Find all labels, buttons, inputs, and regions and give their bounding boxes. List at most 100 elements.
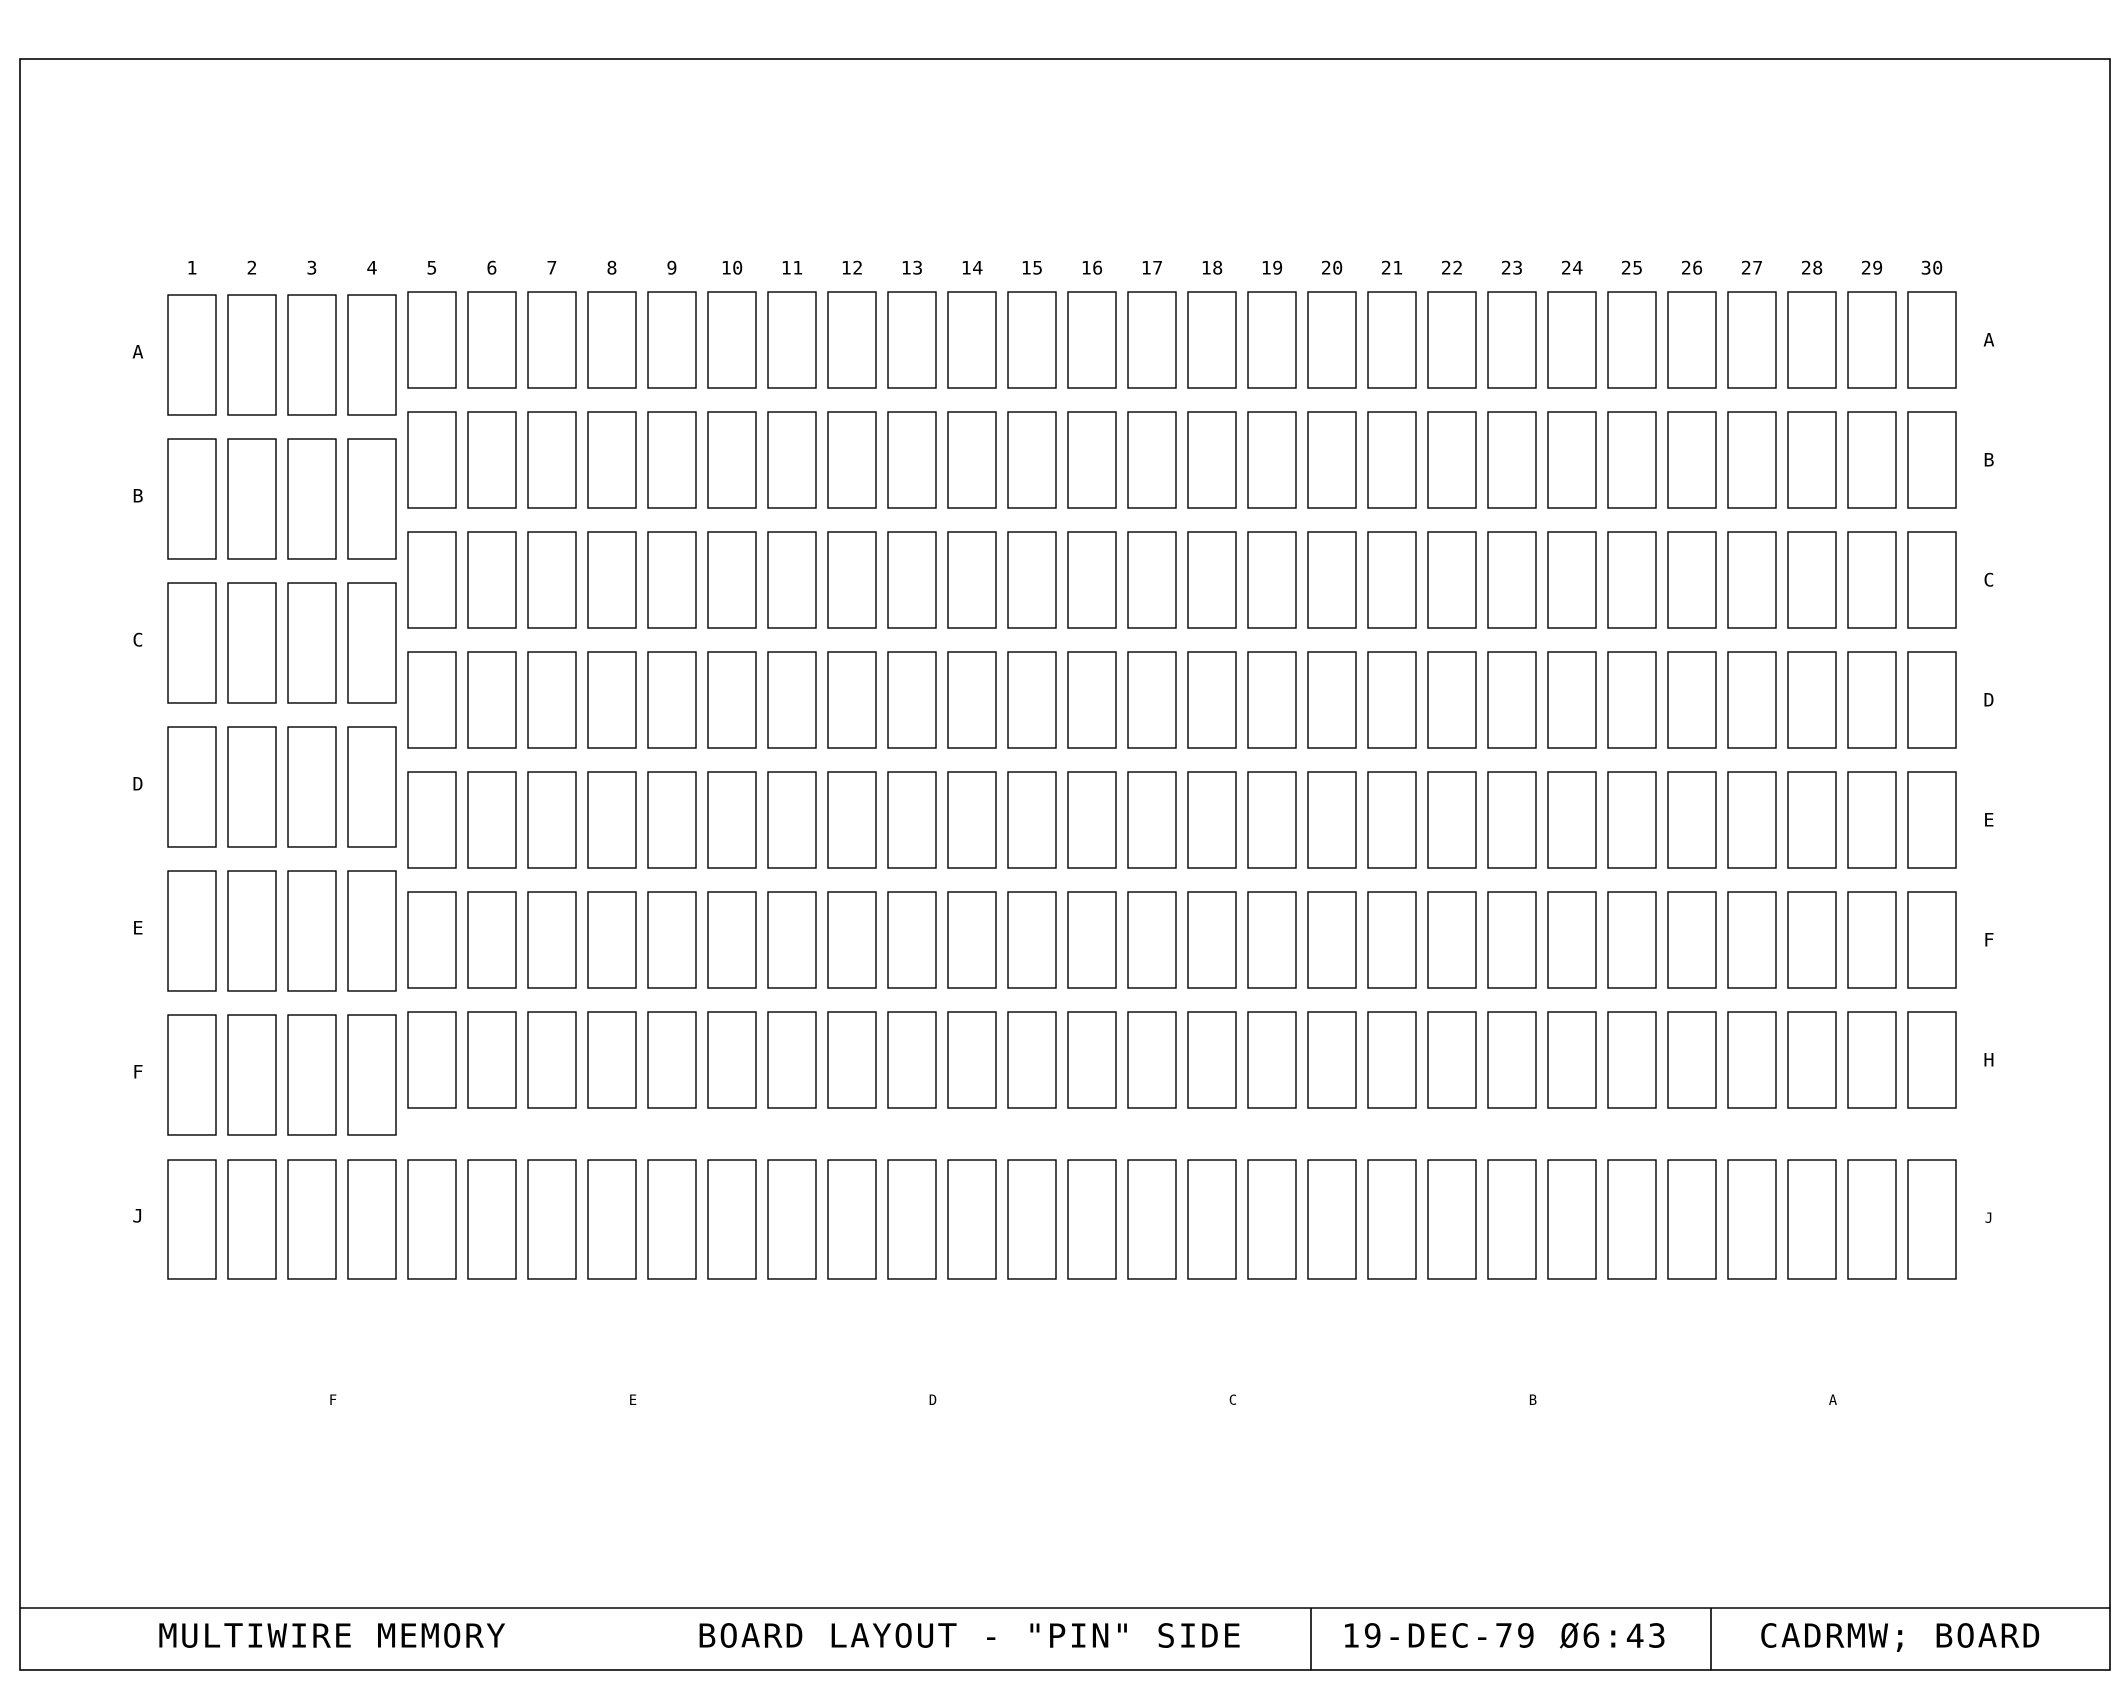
chip-main-6-9 bbox=[647, 891, 697, 989]
chip-main-4-12 bbox=[827, 651, 877, 749]
chip-main-7-30 bbox=[1907, 1011, 1957, 1109]
chip-main-5-16 bbox=[1067, 771, 1117, 869]
chip-main-6-16 bbox=[1067, 891, 1117, 989]
column-number-label: 1 bbox=[186, 258, 197, 280]
column-number-label: 17 bbox=[1141, 258, 1164, 280]
chip-main-4-26 bbox=[1667, 651, 1717, 749]
chip-main-6-22 bbox=[1427, 891, 1477, 989]
chip-main-5-11 bbox=[767, 771, 817, 869]
chip-main-5-9 bbox=[647, 771, 697, 869]
bottom-section-label: D bbox=[929, 1393, 937, 1409]
chip-main-6-18 bbox=[1187, 891, 1237, 989]
chip-main-6-5 bbox=[407, 891, 457, 989]
chip-main-4-24 bbox=[1547, 651, 1597, 749]
column-number-label: 8 bbox=[606, 258, 617, 280]
chip-row-j-5 bbox=[407, 1159, 457, 1280]
chip-main-2-6 bbox=[467, 411, 517, 509]
chip-left-5-4 bbox=[347, 870, 397, 992]
chip-row-j-7 bbox=[527, 1159, 577, 1280]
chip-main-4-27 bbox=[1727, 651, 1777, 749]
chip-main-2-29 bbox=[1847, 411, 1897, 509]
chip-main-2-16 bbox=[1067, 411, 1117, 509]
chip-main-5-18 bbox=[1187, 771, 1237, 869]
chip-left-6-2 bbox=[227, 1014, 277, 1136]
chip-main-5-26 bbox=[1667, 771, 1717, 869]
chip-main-4-30 bbox=[1907, 651, 1957, 749]
column-number-label: 24 bbox=[1561, 258, 1584, 280]
column-number-label: 19 bbox=[1261, 258, 1284, 280]
chip-main-3-10 bbox=[707, 531, 757, 629]
chip-left-2-1 bbox=[167, 438, 217, 560]
chip-main-4-15 bbox=[1007, 651, 1057, 749]
bottom-section-label: F bbox=[329, 1393, 337, 1409]
chip-main-3-9 bbox=[647, 531, 697, 629]
chip-left-1-2 bbox=[227, 294, 277, 416]
chip-main-7-15 bbox=[1007, 1011, 1057, 1109]
chip-main-7-25 bbox=[1607, 1011, 1657, 1109]
chip-left-5-2 bbox=[227, 870, 277, 992]
right-row-label: D bbox=[1983, 690, 1994, 712]
chip-main-2-8 bbox=[587, 411, 637, 509]
right-row-label: J bbox=[1985, 1211, 1993, 1227]
chip-row-j-12 bbox=[827, 1159, 877, 1280]
chip-main-3-28 bbox=[1787, 531, 1837, 629]
column-number-label: 12 bbox=[841, 258, 864, 280]
column-number-label: 5 bbox=[426, 258, 437, 280]
chip-main-5-19 bbox=[1247, 771, 1297, 869]
chip-main-5-15 bbox=[1007, 771, 1057, 869]
chip-main-2-27 bbox=[1727, 411, 1777, 509]
chip-main-2-15 bbox=[1007, 411, 1057, 509]
chip-main-3-16 bbox=[1067, 531, 1117, 629]
chip-row-j-9 bbox=[647, 1159, 697, 1280]
chip-main-7-20 bbox=[1307, 1011, 1357, 1109]
chip-main-2-30 bbox=[1907, 411, 1957, 509]
chip-left-3-3 bbox=[287, 582, 337, 704]
chip-main-6-26 bbox=[1667, 891, 1717, 989]
chip-main-2-19 bbox=[1247, 411, 1297, 509]
chip-main-1-17 bbox=[1127, 291, 1177, 389]
chip-main-7-19 bbox=[1247, 1011, 1297, 1109]
chip-main-2-17 bbox=[1127, 411, 1177, 509]
chip-main-2-12 bbox=[827, 411, 877, 509]
chip-main-2-24 bbox=[1547, 411, 1597, 509]
chip-left-2-2 bbox=[227, 438, 277, 560]
chip-main-5-7 bbox=[527, 771, 577, 869]
chip-main-5-22 bbox=[1427, 771, 1477, 869]
chip-main-5-5 bbox=[407, 771, 457, 869]
chip-main-6-12 bbox=[827, 891, 877, 989]
chip-main-4-19 bbox=[1247, 651, 1297, 749]
chip-main-7-7 bbox=[527, 1011, 577, 1109]
chip-main-1-16 bbox=[1067, 291, 1117, 389]
chip-left-4-2 bbox=[227, 726, 277, 848]
column-number-label: 15 bbox=[1021, 258, 1044, 280]
column-number-label: 3 bbox=[306, 258, 317, 280]
column-number-label: 21 bbox=[1381, 258, 1404, 280]
chip-main-2-22 bbox=[1427, 411, 1477, 509]
chip-main-7-12 bbox=[827, 1011, 877, 1109]
chip-left-6-1 bbox=[167, 1014, 217, 1136]
chip-main-7-14 bbox=[947, 1011, 997, 1109]
column-number-label: 16 bbox=[1081, 258, 1104, 280]
chip-main-3-26 bbox=[1667, 531, 1717, 629]
chip-main-3-17 bbox=[1127, 531, 1177, 629]
chip-main-1-22 bbox=[1427, 291, 1477, 389]
chip-main-2-28 bbox=[1787, 411, 1837, 509]
chip-row-j-13 bbox=[887, 1159, 937, 1280]
chip-main-4-13 bbox=[887, 651, 937, 749]
chip-main-3-14 bbox=[947, 531, 997, 629]
chip-main-7-16 bbox=[1067, 1011, 1117, 1109]
chip-main-1-11 bbox=[767, 291, 817, 389]
chip-main-6-6 bbox=[467, 891, 517, 989]
main-chip-grid bbox=[407, 291, 1957, 1109]
chip-main-5-12 bbox=[827, 771, 877, 869]
chip-row-j-30 bbox=[1907, 1159, 1957, 1280]
title-block-date: 19-DEC-79 Ø6:43 bbox=[1341, 1617, 1669, 1656]
chip-main-1-23 bbox=[1487, 291, 1537, 389]
chip-main-3-6 bbox=[467, 531, 517, 629]
chip-main-3-23 bbox=[1487, 531, 1537, 629]
column-number-label: 14 bbox=[961, 258, 984, 280]
chip-main-4-29 bbox=[1847, 651, 1897, 749]
left-row-label: D bbox=[132, 774, 143, 796]
chip-main-2-26 bbox=[1667, 411, 1717, 509]
chip-main-5-6 bbox=[467, 771, 517, 869]
